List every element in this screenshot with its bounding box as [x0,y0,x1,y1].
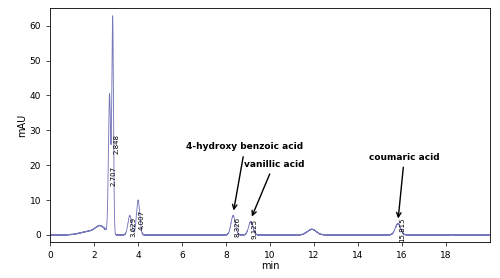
Y-axis label: mAU: mAU [16,113,26,137]
Text: 4.007: 4.007 [139,210,145,230]
Text: vanillic acid: vanillic acid [244,160,304,215]
Text: 2.707: 2.707 [110,166,116,186]
Text: 15.815: 15.815 [399,218,405,242]
Text: coumaric acid: coumaric acid [369,153,440,217]
X-axis label: min: min [261,261,279,271]
Text: 9.125: 9.125 [252,219,258,239]
Text: 2.848: 2.848 [114,134,119,154]
Text: 3.629: 3.629 [130,217,136,237]
Text: 4-hydroxy benzoic acid: 4-hydroxy benzoic acid [186,142,304,209]
Text: 8.326: 8.326 [234,217,240,237]
